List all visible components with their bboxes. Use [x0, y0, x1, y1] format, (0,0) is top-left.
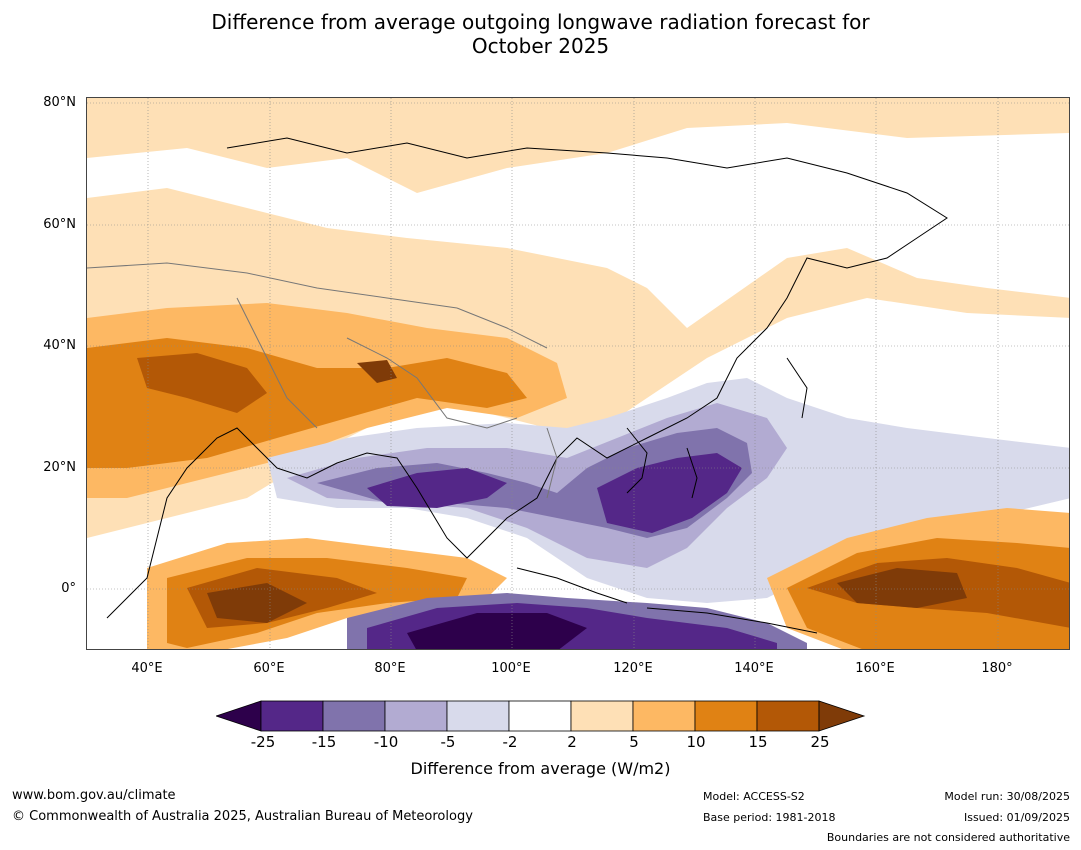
- lat-label-40n: 40°N: [43, 338, 76, 353]
- model-run-text: Model run: 30/08/2025: [944, 790, 1070, 803]
- region-min-maritime: [407, 613, 587, 649]
- colorbar: [216, 700, 866, 732]
- colorbar-tick: 15: [748, 733, 768, 751]
- colorbar-segment: [384, 700, 448, 732]
- colorbar-extend-high: [818, 700, 866, 732]
- lon-label-180: 180°: [981, 661, 1013, 676]
- country-borders: [87, 262, 558, 499]
- website-link[interactable]: www.bom.gov.au/climate: [12, 788, 176, 803]
- colorbar-extend-low: [216, 700, 262, 732]
- lon-label-100e: 100°E: [491, 661, 531, 676]
- colorbar-segment: [694, 700, 758, 732]
- title-line-1: Difference from average outgoing longwav…: [211, 10, 870, 34]
- colorbar-tick: 2: [567, 733, 577, 751]
- coastlines: [106, 137, 948, 634]
- colorbar-segment: [260, 700, 324, 732]
- colorbar-segment: [446, 700, 510, 732]
- colorbar-tick: -10: [373, 733, 399, 751]
- lon-label-120e: 120°E: [613, 661, 653, 676]
- colorbar-tick: -5: [440, 733, 456, 751]
- colorbar-segment: [570, 700, 634, 732]
- copyright-text: © Commonwealth of Australia 2025, Austra…: [12, 809, 473, 824]
- region-max-pacific: [837, 568, 967, 608]
- colorbar-tick: 5: [629, 733, 639, 751]
- lon-label-60e: 60°E: [253, 661, 285, 676]
- colorbar-tick: -15: [311, 733, 337, 751]
- lon-label-140e: 140°E: [734, 661, 774, 676]
- lon-label-160e: 160°E: [855, 661, 895, 676]
- lat-label-20n: 20°N: [43, 460, 76, 475]
- region-positive-25: [137, 353, 267, 413]
- issued-text: Issued: 01/09/2025: [963, 811, 1070, 824]
- colorbar-segment: [322, 700, 386, 732]
- disclaimer-text: Boundaries are not considered authoritat…: [826, 831, 1070, 844]
- map-svg: [87, 98, 1069, 649]
- lat-label-0: 0°: [61, 581, 76, 596]
- lon-label-40e: 40°E: [131, 661, 163, 676]
- colorbar-label: Difference from average (W/m2): [410, 759, 671, 778]
- title-line-2: October 2025: [471, 34, 610, 58]
- region-max-tibet: [357, 360, 397, 383]
- region-positive-asia: [87, 188, 1069, 538]
- region-max-indian-ocean: [207, 583, 307, 623]
- colorbar-segment: [632, 700, 696, 732]
- colorbar-tick: 10: [686, 733, 706, 751]
- colorbar-segment: [756, 700, 820, 732]
- olr-anomaly-map: [86, 97, 1070, 650]
- region-negative-15a: [367, 468, 507, 508]
- graticule: [87, 98, 1069, 649]
- chart-title: Difference from average outgoing longwav…: [0, 10, 1081, 58]
- lon-label-80e: 80°E: [374, 661, 406, 676]
- colorbar-tick: -25: [250, 733, 276, 751]
- colorbar-tick: 25: [810, 733, 830, 751]
- base-period-text: Base period: 1981-2018: [703, 811, 836, 824]
- model-text: Model: ACCESS-S2: [703, 790, 805, 803]
- region-negative-15b: [597, 453, 742, 533]
- region-positive-5: [87, 98, 1069, 193]
- lat-label-60n: 60°N: [43, 217, 76, 232]
- lat-label-80n: 80°N: [43, 95, 76, 110]
- colorbar-tick: -2: [502, 733, 518, 751]
- colorbar-segment: [508, 700, 572, 732]
